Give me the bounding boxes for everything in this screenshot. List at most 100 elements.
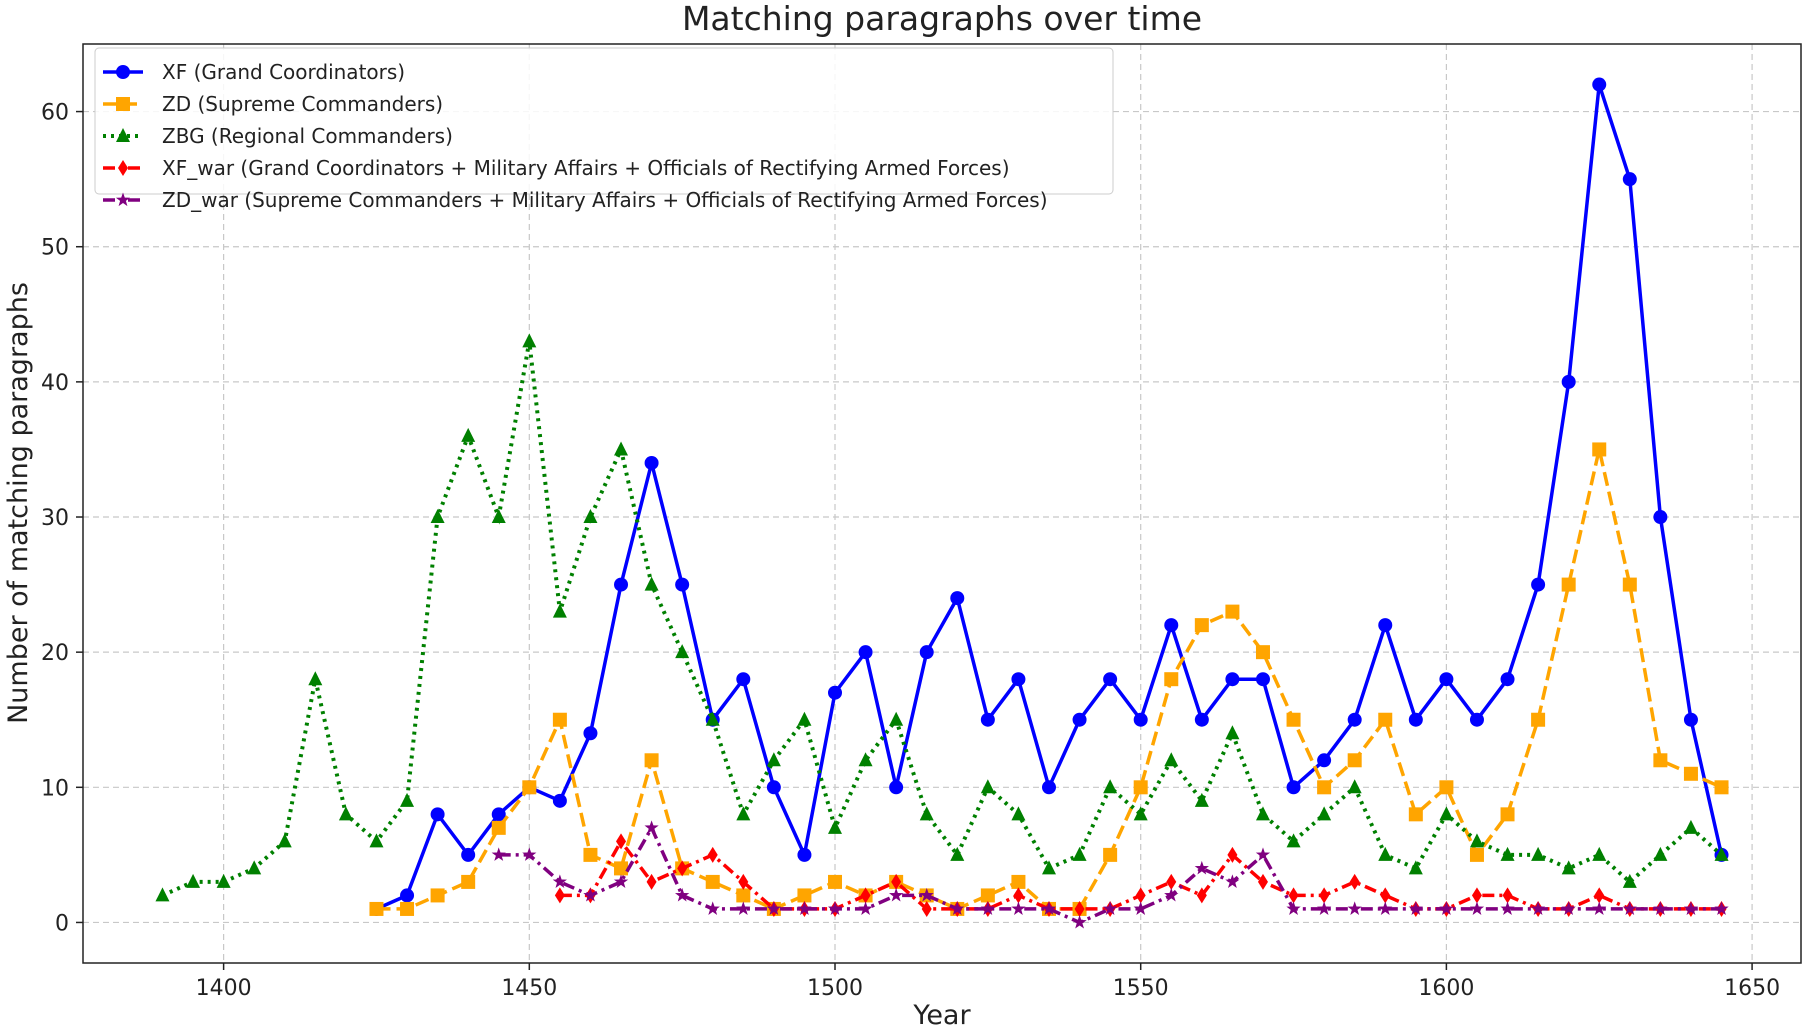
data-point xyxy=(1103,901,1118,915)
data-point xyxy=(1133,901,1148,915)
data-point xyxy=(430,807,445,822)
data-point xyxy=(308,671,323,686)
data-point xyxy=(736,888,751,903)
data-point xyxy=(522,333,537,348)
data-point xyxy=(1164,672,1179,687)
y-tick-label: 40 xyxy=(41,371,69,396)
data-point xyxy=(707,846,718,863)
data-point xyxy=(1164,752,1179,767)
data-point xyxy=(980,888,995,903)
data-point xyxy=(675,644,690,659)
data-point xyxy=(889,887,904,902)
data-point xyxy=(797,888,812,903)
data-point xyxy=(491,847,506,861)
data-point xyxy=(1286,780,1301,795)
data-point xyxy=(1408,860,1423,875)
data-point xyxy=(1317,806,1332,821)
data-point xyxy=(1103,779,1118,794)
y-tick-label: 20 xyxy=(41,641,69,666)
data-point xyxy=(491,807,506,822)
data-point xyxy=(736,901,751,915)
data-point xyxy=(1317,753,1332,768)
data-point xyxy=(1074,900,1085,917)
data-point xyxy=(1531,901,1546,915)
data-point xyxy=(1622,172,1637,187)
data-point xyxy=(705,711,720,726)
data-point xyxy=(1227,846,1238,863)
data-point xyxy=(461,427,476,442)
legend-label: XF_war (Grand Coordinators + Military Af… xyxy=(162,156,1010,180)
data-point xyxy=(644,455,659,470)
data-point xyxy=(644,820,659,834)
data-point xyxy=(1166,873,1177,890)
data-point xyxy=(1196,887,1207,904)
data-point xyxy=(1622,901,1637,915)
data-point xyxy=(1653,510,1668,525)
data-point xyxy=(827,901,843,915)
data-point xyxy=(583,726,598,741)
data-point xyxy=(889,780,904,795)
data-point xyxy=(614,441,629,456)
data-point xyxy=(1164,887,1179,902)
data-point xyxy=(736,672,751,687)
axis-ticks: 1400 1450 1500 1550 1600 1650 0 10 20 30 40 50 60 xyxy=(41,101,1780,1001)
legend-marker xyxy=(116,65,130,79)
series-line xyxy=(376,449,1723,911)
legend: XF (Grand Coordinators) ZD (Supreme Comma… xyxy=(94,47,1114,212)
chart-title: Matching paragraphs over time xyxy=(682,0,1202,38)
data-point xyxy=(766,901,781,915)
data-point xyxy=(1469,847,1484,862)
data-point xyxy=(1255,645,1270,660)
data-point xyxy=(400,888,415,903)
x-tick-label: 1650 xyxy=(1724,976,1780,1001)
data-point xyxy=(675,577,690,592)
data-point xyxy=(797,847,812,862)
data-point xyxy=(491,820,506,835)
data-point xyxy=(1500,807,1515,822)
data-point xyxy=(554,887,565,904)
data-point xyxy=(186,873,201,888)
data-point xyxy=(1592,77,1607,92)
data-point xyxy=(1286,712,1301,727)
data-point xyxy=(1408,807,1423,822)
data-point xyxy=(1500,846,1515,861)
series-group xyxy=(155,77,1729,929)
data-point xyxy=(736,806,751,821)
data-point xyxy=(247,860,262,875)
data-point xyxy=(705,874,720,889)
data-point xyxy=(1013,887,1024,904)
legend-marker xyxy=(116,128,130,142)
series-0 xyxy=(369,77,1729,916)
data-point xyxy=(828,685,843,700)
data-point xyxy=(613,874,629,888)
series-4 xyxy=(491,820,1729,929)
data-point xyxy=(491,509,506,524)
data-point xyxy=(552,712,567,727)
data-point xyxy=(1439,901,1454,915)
data-point xyxy=(1011,806,1026,821)
data-point xyxy=(644,753,659,768)
legend-label: XF (Grand Coordinators) xyxy=(162,60,405,84)
data-point xyxy=(1255,806,1270,821)
data-point xyxy=(430,888,445,903)
data-point xyxy=(1164,618,1179,633)
data-point xyxy=(1561,374,1576,389)
data-point xyxy=(614,577,629,592)
data-point xyxy=(644,576,659,591)
data-point xyxy=(369,901,384,916)
data-point xyxy=(461,847,476,862)
data-point xyxy=(1714,846,1729,861)
data-point xyxy=(552,793,567,808)
data-point xyxy=(1319,887,1330,904)
data-point xyxy=(980,779,995,794)
data-point xyxy=(921,900,932,917)
x-axis-label: Year xyxy=(912,1000,971,1031)
data-point xyxy=(1622,873,1637,888)
data-point xyxy=(1378,618,1393,633)
data-point xyxy=(1072,846,1087,861)
y-tick-label: 0 xyxy=(55,911,69,936)
legend-label: ZD_war (Supreme Commanders + Military Af… xyxy=(162,188,1048,212)
legend-marker xyxy=(116,97,130,111)
data-point xyxy=(1408,712,1423,727)
